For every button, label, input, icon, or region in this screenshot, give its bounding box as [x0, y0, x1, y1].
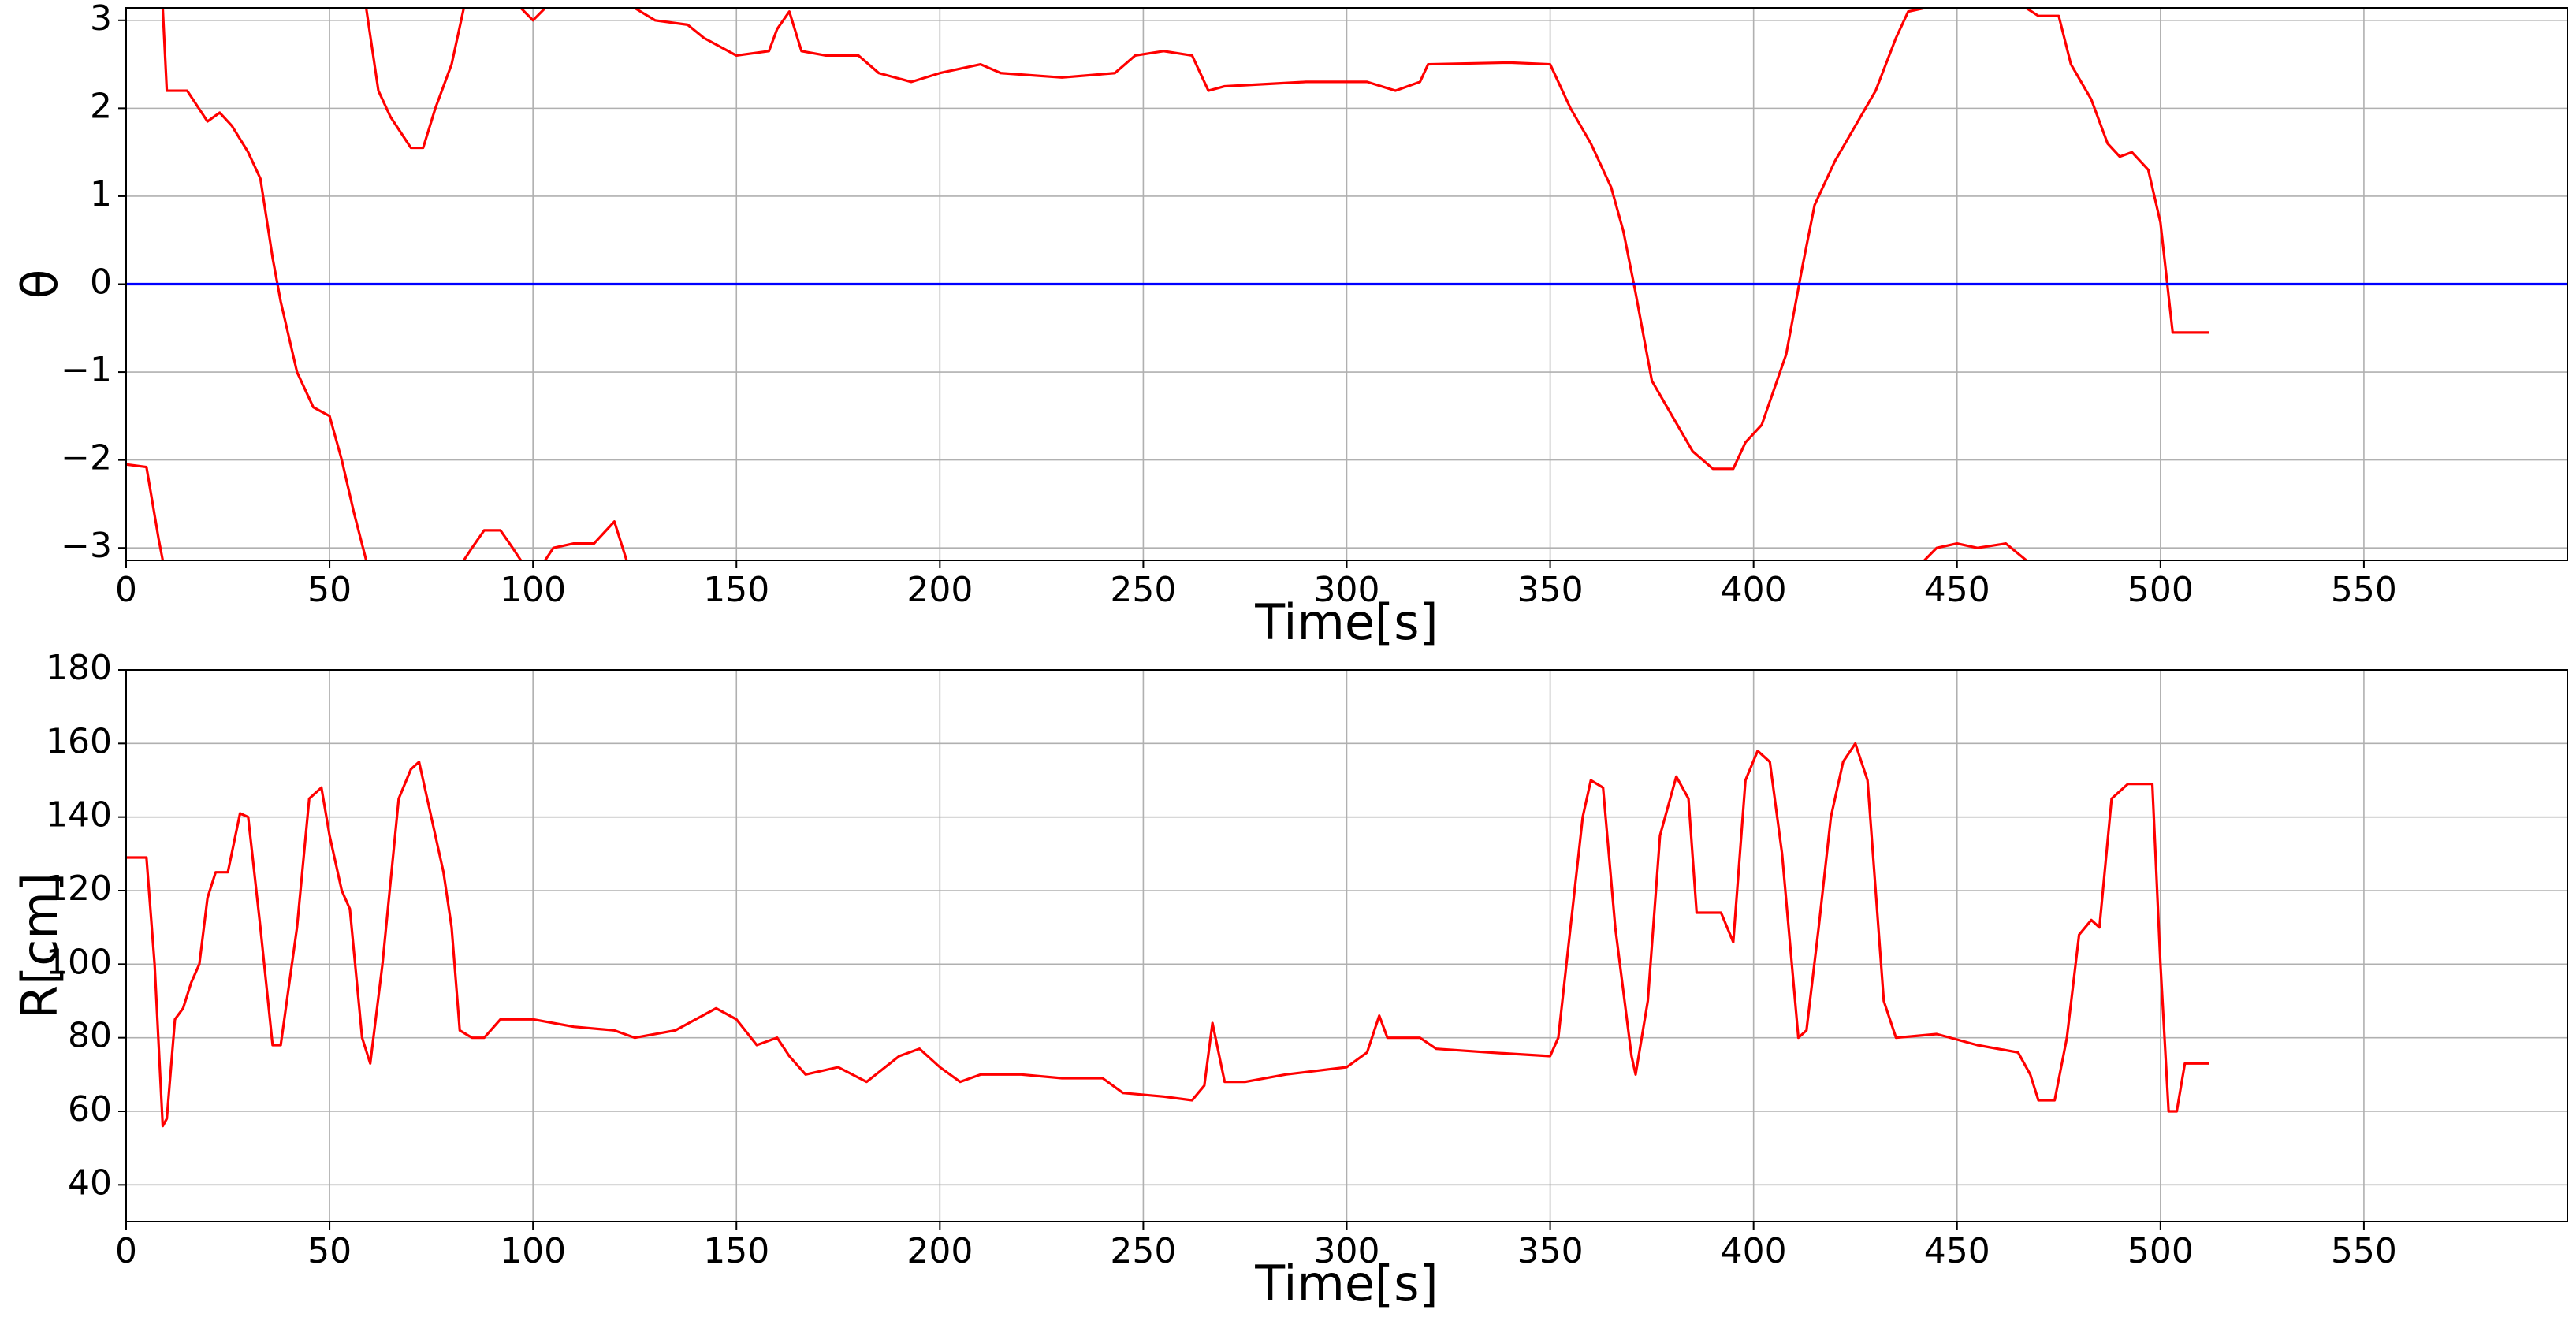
y-tick-label: −2	[61, 438, 112, 478]
x-tick-label: 500	[2127, 570, 2194, 610]
y-tick-label: 0	[90, 262, 112, 303]
y-tick-label: −1	[61, 350, 112, 390]
plot-area	[126, 742, 2209, 1128]
x-tick-label: 250	[1110, 570, 1176, 610]
y-tick-label: 1	[90, 174, 112, 214]
x-tick-label: 300	[1314, 570, 1380, 610]
y-axis-label: θ	[11, 270, 69, 299]
plot-frame	[125, 669, 2568, 1222]
x-axis-label: Time[s]	[1254, 593, 1438, 651]
y-tick-label: 180	[46, 648, 112, 688]
x-tick-label: 200	[906, 1231, 973, 1271]
y-tick-label: −3	[61, 526, 112, 566]
y-tick-label: 80	[68, 1016, 112, 1056]
y-axis-label: R[cm]	[11, 872, 69, 1019]
x-tick-label: 350	[1517, 570, 1584, 610]
x-tick-label: 400	[1721, 1231, 1787, 1271]
x-tick-label: 350	[1517, 1231, 1584, 1271]
x-tick-label: 100	[500, 570, 566, 610]
data-line	[126, 742, 2209, 1128]
x-tick-label: 150	[703, 570, 769, 610]
data-line	[126, 8, 2209, 560]
x-tick-label: 450	[1924, 570, 1990, 610]
x-tick-label: 200	[906, 570, 973, 610]
y-tick-label: 3	[90, 0, 112, 39]
x-tick-label: 150	[703, 1231, 769, 1271]
y-tick-label: 2	[90, 86, 112, 126]
x-tick-label: 0	[115, 570, 137, 610]
x-tick-label: 450	[1924, 1231, 1990, 1271]
y-tick-label: 60	[68, 1089, 112, 1129]
x-tick-label: 550	[2331, 1231, 2397, 1271]
x-tick-label: 50	[307, 570, 352, 610]
x-tick-label: 250	[1110, 1231, 1176, 1271]
x-tick-label: 50	[307, 1231, 352, 1271]
y-tick-label: 40	[68, 1163, 112, 1203]
y-tick-label: 120	[46, 869, 112, 909]
x-tick-label: 0	[115, 1231, 137, 1271]
y-tick-label: 140	[46, 795, 112, 835]
x-tick-label: 550	[2331, 570, 2397, 610]
y-tick-label: 100	[46, 942, 112, 982]
x-tick-label: 300	[1314, 1231, 1380, 1271]
y-tick-label: 160	[46, 721, 112, 761]
x-tick-label: 100	[500, 1231, 566, 1271]
plot-frame	[125, 7, 2568, 561]
x-tick-label: 500	[2127, 1231, 2194, 1271]
plot-area	[126, 8, 2567, 560]
x-tick-label: 400	[1721, 570, 1787, 610]
x-axis-label: Time[s]	[1254, 1255, 1438, 1312]
